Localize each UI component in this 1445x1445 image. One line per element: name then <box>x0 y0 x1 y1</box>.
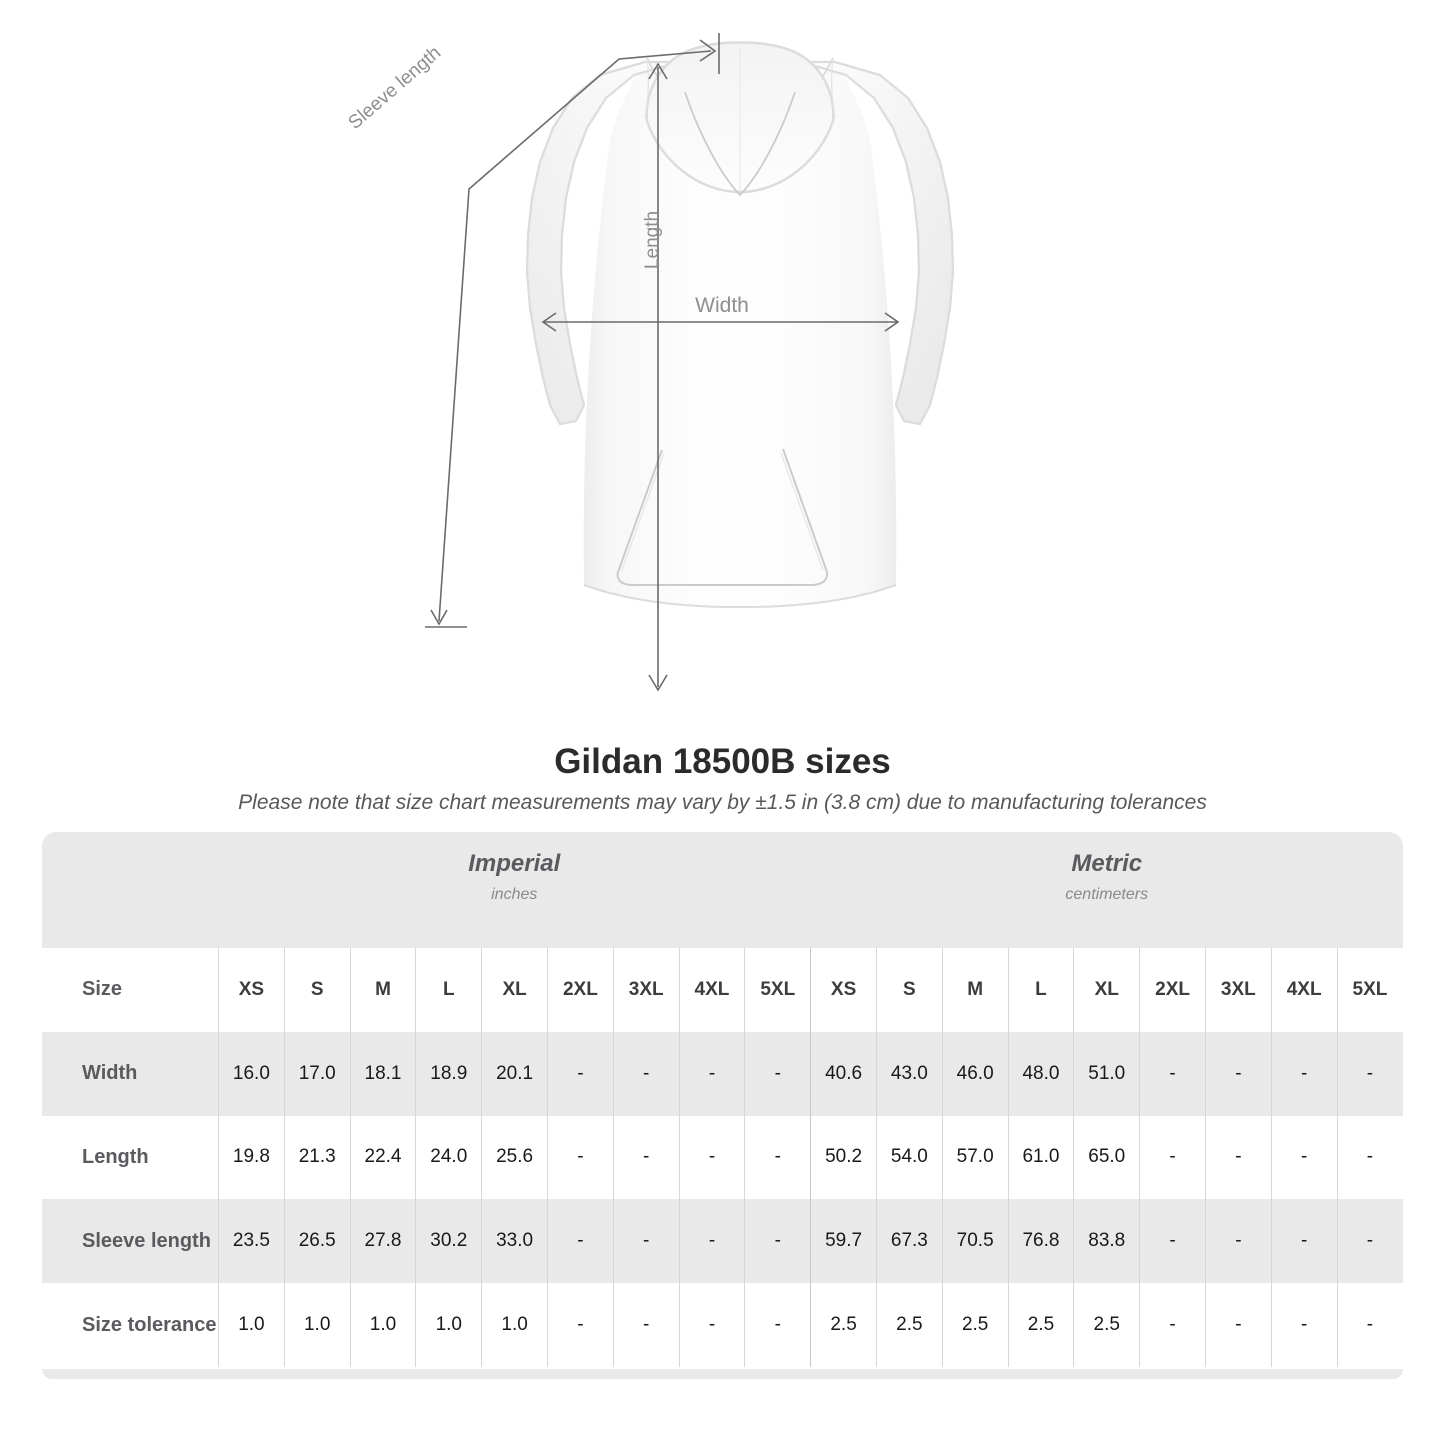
svg-text:Sleeve length: Sleeve length <box>345 42 446 133</box>
svg-text:Width: Width <box>695 294 749 317</box>
svg-text:Length: Length <box>642 211 663 269</box>
